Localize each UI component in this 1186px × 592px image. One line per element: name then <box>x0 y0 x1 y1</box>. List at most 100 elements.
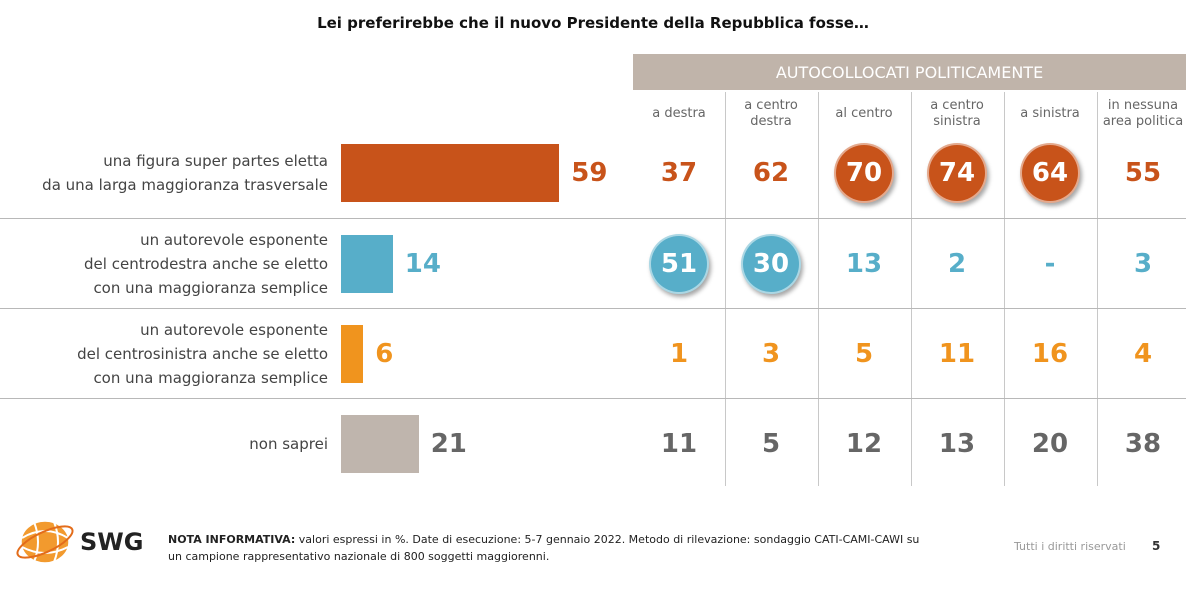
breakdown-cell: - <box>1004 234 1096 294</box>
column-header-line: in nessuna <box>1107 98 1179 113</box>
row-label-line: un autorevole esponente <box>140 321 328 339</box>
breakdown-value: 11 <box>938 339 976 369</box>
row-label-line: con una maggioranza semplice <box>93 369 328 387</box>
column-divider <box>1004 92 1005 486</box>
column-header: in nessuna area politica <box>1097 97 1186 131</box>
row-label: un autorevole esponente del centrodestra … <box>20 219 328 309</box>
breakdown-cell: 37 <box>633 143 725 203</box>
breakdown-cell: 30 <box>725 234 817 294</box>
breakdown-cell: 13 <box>818 234 910 294</box>
row-label-line: del centrosinistra anche se eletto <box>77 345 328 363</box>
column-header: al centro <box>818 97 910 131</box>
column-divider <box>1097 92 1098 486</box>
rights-notice: Tutti i diritti riservati <box>1014 540 1126 553</box>
breakdown-cell: 70 <box>818 143 910 203</box>
breakdown-value: 5 <box>854 339 874 369</box>
total-bar <box>341 415 419 473</box>
footnote: NOTA INFORMATIVA: valori espressi in %. … <box>168 531 928 565</box>
total-bar-value: 6 <box>375 339 394 369</box>
column-header: a centro sinistra <box>911 97 1003 131</box>
breakdown-cell: 62 <box>725 143 817 203</box>
breakdown-value: - <box>1044 249 1056 279</box>
breakdown-cell: 16 <box>1004 324 1096 384</box>
footnote-label: NOTA INFORMATIVA: <box>168 533 296 546</box>
breakdown-cell: 4 <box>1097 324 1186 384</box>
breakdown-value: 13 <box>845 249 883 279</box>
breakdown-value: 12 <box>845 429 883 459</box>
breakdown-value: 55 <box>1124 158 1162 188</box>
column-header: a destra <box>633 97 725 131</box>
column-header-line: area politica <box>1102 114 1184 129</box>
swg-logo-text: SWG <box>80 528 144 556</box>
breakdown-value: 4 <box>1133 339 1153 369</box>
breakdown-cell: 5 <box>725 414 817 474</box>
column-divider <box>911 92 912 486</box>
row-divider <box>0 308 1186 309</box>
breakdown-value: 51 <box>660 249 698 279</box>
total-bar-value: 14 <box>404 249 441 279</box>
footnote-text: valori espressi in %. Date di esecuzione… <box>168 533 920 563</box>
total-bar <box>341 144 560 202</box>
breakdown-cell: 55 <box>1097 143 1186 203</box>
breakdown-cell: 13 <box>911 414 1003 474</box>
total-bar-value: 21 <box>430 429 467 459</box>
column-header-line: a destra <box>652 106 706 121</box>
highlight-circle: 74 <box>927 143 987 203</box>
breakdown-cell: 20 <box>1004 414 1096 474</box>
breakdown-cell: 12 <box>818 414 910 474</box>
highlight-circle: 70 <box>834 143 894 203</box>
column-header-line: a sinistra <box>1020 106 1080 121</box>
highlight-circle: 30 <box>741 234 801 294</box>
breakdown-cell: 11 <box>911 324 1003 384</box>
column-divider <box>725 92 726 486</box>
breakdown-value: 62 <box>752 158 790 188</box>
breakdown-cell: 74 <box>911 143 1003 203</box>
column-header-line: a centro <box>744 98 798 113</box>
breakdown-value: 13 <box>938 429 976 459</box>
breakdown-value: 11 <box>660 429 698 459</box>
breakdown-value: 30 <box>752 249 790 279</box>
row-divider <box>0 398 1186 399</box>
breakdown-value: 16 <box>1031 339 1069 369</box>
breakdown-cell: 3 <box>725 324 817 384</box>
breakdown-cell: 38 <box>1097 414 1186 474</box>
row-divider <box>0 218 1186 219</box>
row-label-line: con una maggioranza semplice <box>93 279 328 297</box>
total-bar <box>341 325 364 383</box>
column-divider <box>818 92 819 486</box>
breakdown-value: 70 <box>845 158 883 188</box>
breakdown-cell: 64 <box>1004 143 1096 203</box>
breakdown-value: 37 <box>660 158 698 188</box>
highlight-circle: 51 <box>649 234 709 294</box>
breakdown-value: 2 <box>947 249 967 279</box>
breakdown-value: 38 <box>1124 429 1162 459</box>
row-label-line: da una larga maggioranza trasversale <box>42 176 328 194</box>
column-header: a centro destra <box>725 97 817 131</box>
row-label: non saprei <box>20 399 328 489</box>
total-bar <box>341 235 393 293</box>
row-label-line: del centrodestra anche se eletto <box>84 255 328 273</box>
page-number: 5 <box>1152 539 1161 553</box>
breakdown-cell: 5 <box>818 324 910 384</box>
breakdown-cell: 3 <box>1097 234 1186 294</box>
row-label: un autorevole esponente del centrosinistr… <box>20 309 328 399</box>
breakdown-cell: 1 <box>633 324 725 384</box>
breakdown-cell: 11 <box>633 414 725 474</box>
highlight-circle: 64 <box>1020 143 1080 203</box>
column-header-line: sinistra <box>933 114 981 129</box>
column-header-line: destra <box>750 114 792 129</box>
breakdown-value: 20 <box>1031 429 1069 459</box>
breakdown-value: 64 <box>1031 158 1069 188</box>
row-label-line: una figura super partes eletta <box>103 152 328 170</box>
row-label: una figura super partes eletta da una lar… <box>20 128 328 218</box>
chart-title: Lei preferirebbe che il nuovo Presidente… <box>317 14 869 32</box>
column-header-line: al centro <box>835 106 893 121</box>
column-header-line: a centro <box>930 98 984 113</box>
breakdown-value: 3 <box>761 339 781 369</box>
breakdown-cell: 2 <box>911 234 1003 294</box>
breakdown-value: 1 <box>669 339 689 369</box>
column-header: a sinistra <box>1004 97 1096 131</box>
breakdown-value: 74 <box>938 158 976 188</box>
breakdown-value: 5 <box>761 429 781 459</box>
row-label-line: non saprei <box>249 435 328 453</box>
